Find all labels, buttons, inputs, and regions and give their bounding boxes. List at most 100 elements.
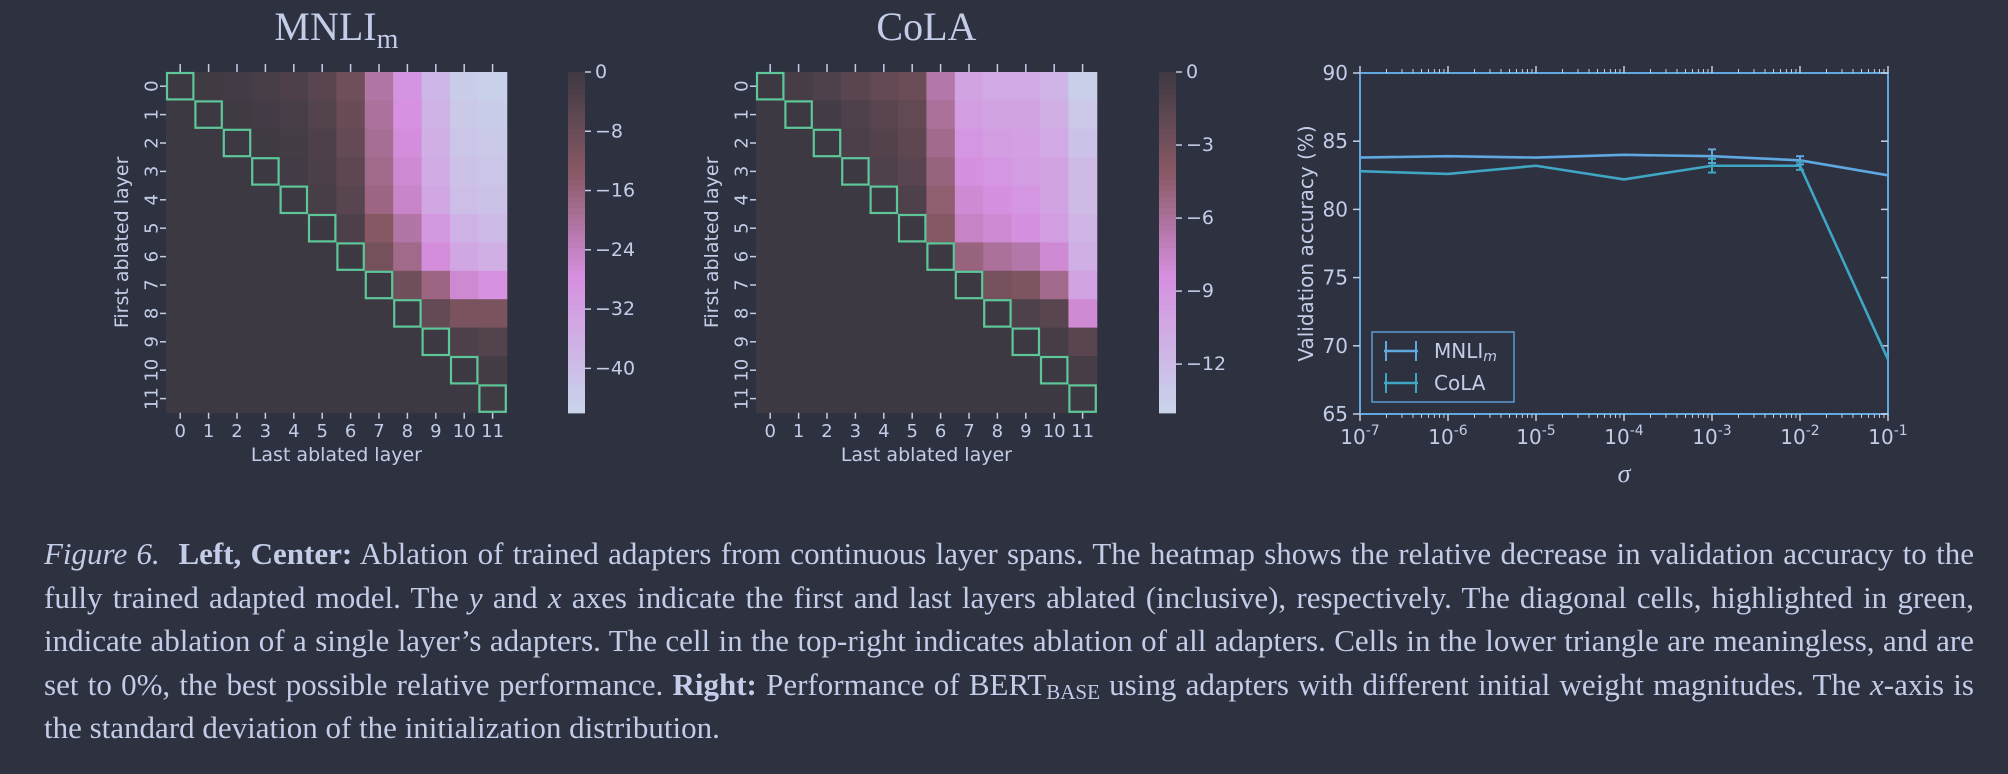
heatmap-cell <box>812 157 842 187</box>
heatmap-cell <box>898 299 927 329</box>
heatmap-cell <box>336 185 366 215</box>
heatmap-cell <box>194 214 224 243</box>
heatmap-cell <box>478 157 508 187</box>
colorbar-tick-label: −16 <box>595 180 635 202</box>
colorbar-segment <box>1159 390 1176 397</box>
colorbar-segment <box>1159 321 1176 329</box>
heatmap-y-tick-label: 7 <box>142 279 163 290</box>
x-tick-exponent: -4 <box>1630 423 1644 439</box>
heatmap-cell <box>393 270 423 300</box>
heatmap-cell <box>869 72 899 101</box>
heatmap-diagonal-outline <box>897 213 927 243</box>
colorbar-segment <box>1159 100 1176 107</box>
colorbar-segment <box>1159 111 1176 119</box>
heatmap-cell <box>450 270 479 300</box>
heatmap-y-tick-label: 4 <box>732 194 753 205</box>
series-line <box>1359 153 1889 177</box>
colorbar-tick-label: −9 <box>1186 280 1214 302</box>
legend-box <box>1371 331 1515 403</box>
heatmap-cell <box>166 214 195 243</box>
heatmap-x-tick-label: 0 <box>174 421 185 442</box>
heatmap-cell <box>841 214 871 243</box>
heatmap-cell <box>983 100 1013 130</box>
heatmap-cell <box>194 270 224 300</box>
heatmap-cell <box>812 214 842 243</box>
x-tick-label: 10-2 <box>1780 423 1819 449</box>
heatmap-cell <box>784 356 814 385</box>
heatmap-cell <box>983 185 1013 215</box>
heatmap-cell <box>364 356 394 385</box>
heatmap-diagonal-outline <box>421 327 451 357</box>
heatmap-cell <box>1068 356 1098 385</box>
caption-x-var: x <box>547 579 562 615</box>
x-tick-label: 10-5 <box>1516 423 1555 449</box>
heatmap-cell <box>336 72 366 101</box>
heatmap-cell <box>279 128 309 158</box>
heatmap-cell <box>308 384 337 414</box>
heatmap-cell <box>1011 157 1041 187</box>
heatmap-x-tick-label: 6 <box>345 421 356 442</box>
colorbar-segment <box>1159 356 1176 363</box>
colorbar-segment <box>1159 208 1176 215</box>
heatmap-cell <box>393 299 423 329</box>
heatmap-title-main: CoLA <box>876 4 976 49</box>
heatmap-cell <box>954 214 984 243</box>
caption-text-5: using adapters with different initial we… <box>1099 666 1871 702</box>
heatmap-cell <box>364 384 394 414</box>
heatmap-cell <box>926 185 956 215</box>
colorbar-segment <box>1159 248 1176 255</box>
heatmap-cell <box>954 72 984 101</box>
heatmap-cell <box>393 185 423 215</box>
heatmap-cell <box>1040 270 1069 300</box>
heatmap-cell <box>784 384 814 414</box>
heatmap-x-tick-label: 7 <box>963 421 974 442</box>
colorbar-segment <box>568 134 585 141</box>
heatmap-cell <box>1011 72 1041 101</box>
heatmap-cell <box>251 242 281 272</box>
heatmap-cell <box>954 356 984 385</box>
heatmap-cell <box>308 242 337 272</box>
heatmap-cell <box>364 100 394 130</box>
heatmap-cell <box>926 157 956 187</box>
heatmap-cell <box>784 214 814 243</box>
colorbar-segment <box>568 270 585 278</box>
colorbar-segment <box>568 395 585 403</box>
heatmap-diagonal-outline <box>449 355 479 385</box>
heatmap-y-tick-label: 4 <box>142 194 163 205</box>
colorbar-segment <box>568 350 585 357</box>
heatmap-cell <box>279 214 309 243</box>
caption-text-6: -axis is the standard deviation of the i… <box>44 666 1974 746</box>
x-tick-label: 10-6 <box>1428 423 1468 449</box>
caption-text-4: Performance of BERT <box>756 666 1047 702</box>
heatmap-cell <box>1011 299 1041 329</box>
colorbar-segment <box>568 157 585 164</box>
heatmap-cell <box>279 327 309 357</box>
x-tick-label: 10-4 <box>1604 423 1644 449</box>
colorbar-segment <box>568 282 585 289</box>
heatmap-cell <box>336 270 366 300</box>
colorbar-segment <box>1159 282 1176 289</box>
heatmap-cell <box>251 384 281 414</box>
colorbar-segment <box>1159 338 1176 346</box>
heatmap-cell <box>926 327 956 357</box>
heatmap-cell <box>336 100 366 130</box>
heatmap-cell <box>251 327 281 357</box>
x-tick-exponent: -2 <box>1806 423 1820 439</box>
heatmap-cell <box>166 327 195 357</box>
y-tick-label: 75 <box>1323 266 1348 290</box>
heatmap-cell <box>983 384 1013 414</box>
heatmap-cell <box>954 299 984 329</box>
heatmap-cell <box>364 128 394 158</box>
heatmap-cell <box>1068 299 1098 329</box>
heatmap-cell <box>983 270 1013 300</box>
heatmap-diagonal-outline <box>336 242 365 271</box>
heatmap-cell <box>1040 128 1069 158</box>
heatmap-cell <box>308 327 337 357</box>
heatmap-cell <box>166 185 195 215</box>
heatmap-cell <box>784 157 814 187</box>
legend-label-main: CoLA <box>1434 371 1486 395</box>
heatmap-cell <box>336 299 366 329</box>
heatmap-cell <box>222 214 252 243</box>
colorbar-segment <box>568 236 585 243</box>
heatmap-cell <box>393 72 423 101</box>
